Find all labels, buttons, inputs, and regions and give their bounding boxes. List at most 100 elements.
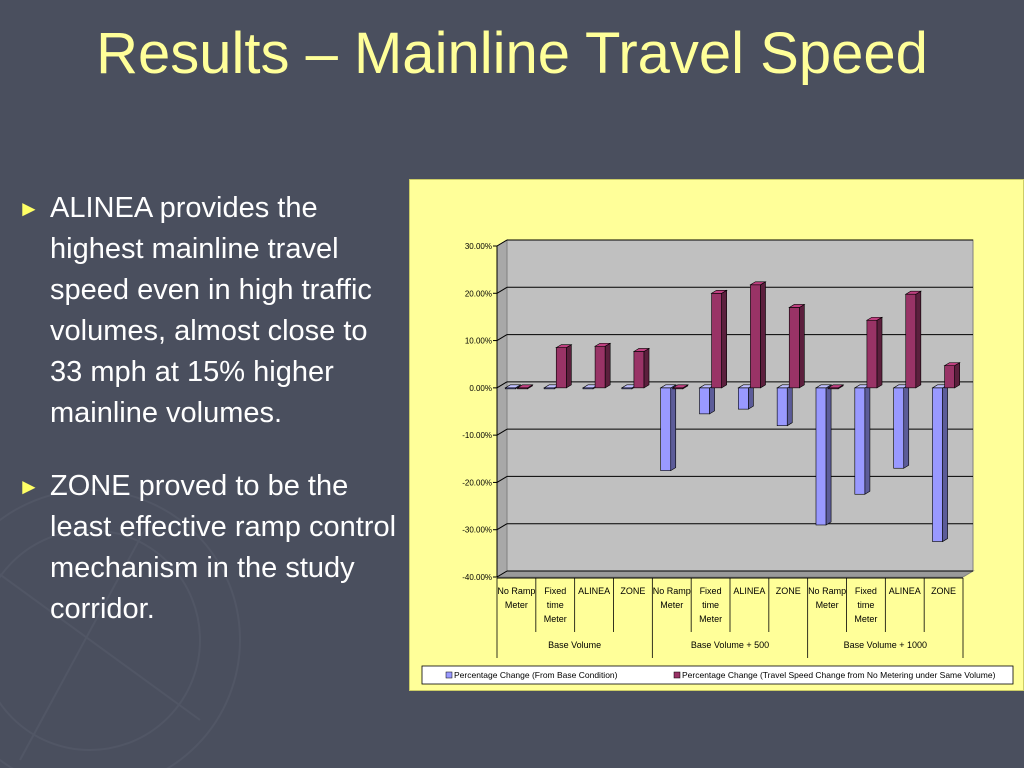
bullet-list: ► ALINEA provides the highest mainline t… [14, 188, 406, 662]
bar-front [866, 319, 878, 389]
legend-swatch [445, 671, 453, 679]
category-label: ZONE [776, 586, 801, 596]
chart-panel: 30.00% 20.00% 10.00% 0.00% -10.00% -20.00% -30… [409, 179, 1024, 691]
slide-title: Results – Mainline Travel Speed [96, 21, 928, 86]
gridline-depth [496, 381, 508, 389]
gridline-depth [496, 334, 508, 342]
y-tick-label: 10.00% [465, 337, 492, 346]
category-label: ALINEA [733, 586, 765, 596]
bar-top [943, 362, 961, 366]
category-label: Fixed [855, 586, 877, 596]
bar-side [760, 281, 766, 389]
bar-side [903, 384, 910, 469]
y-tick-label: -20.00% [462, 478, 492, 487]
category-label: time [857, 600, 874, 610]
bar-series-2 [516, 384, 534, 390]
bar-front [750, 284, 761, 389]
bar-front [788, 307, 800, 389]
bar-side [721, 289, 727, 389]
bar-front [776, 387, 788, 426]
bar-series-1 [698, 384, 716, 415]
category-label: Fixed [700, 586, 722, 596]
bar-side [643, 347, 650, 389]
bar-series-2 [943, 362, 961, 389]
bar-series-2 [904, 290, 922, 389]
bar-top [594, 342, 612, 347]
bar-front [699, 387, 710, 415]
category-label: No Ramp [653, 586, 691, 596]
y-tick-label: -40.00% [462, 573, 492, 582]
bar-top [710, 289, 728, 294]
bar-front [633, 351, 645, 389]
bar-series-1 [853, 384, 871, 495]
y-tick-label: 0.00% [469, 384, 492, 393]
bar-top [671, 384, 689, 389]
legend-swatch [673, 671, 681, 679]
bar-series-1 [814, 384, 833, 526]
gridline-depth [496, 570, 508, 578]
y-tick-label: -30.00% [462, 526, 492, 535]
bar-side [604, 342, 611, 389]
bar-side [876, 316, 883, 389]
bar-series-2 [671, 384, 689, 390]
bar-top [904, 290, 922, 295]
bar-side [825, 384, 832, 526]
category-label: No Ramp [497, 586, 535, 596]
bar-top [632, 348, 651, 352]
bar-series-2 [865, 316, 884, 389]
group-label: Base Volume + 1000 [844, 640, 927, 650]
bar-top [749, 281, 767, 286]
bar-side [786, 384, 793, 427]
bar-series-1 [737, 384, 755, 410]
gridline-depth [496, 475, 508, 483]
bullet-text: ALINEA provides the highest mainline tra… [50, 192, 372, 429]
bar-side [954, 362, 960, 389]
category-label: ZONE [620, 586, 645, 596]
category-label: ALINEA [578, 586, 610, 596]
bar-series-1 [892, 384, 910, 469]
bar-series-1 [931, 384, 949, 543]
bar-series-2 [827, 384, 845, 390]
bar-chart: 30.00% 20.00% 10.00% 0.00% -10.00% -20.00% -30… [421, 239, 1014, 685]
bullet-text: ZONE proved to be the least effective ra… [50, 470, 397, 625]
category-label: Meter [816, 600, 839, 610]
bar-series-2 [594, 342, 612, 389]
bar-side [942, 384, 948, 543]
y-tick-label: -10.00% [462, 431, 492, 440]
gridline-depth [496, 523, 508, 531]
bar-series-2 [788, 303, 806, 389]
bar-side [748, 384, 754, 410]
bar-side [864, 384, 871, 495]
category-label: Meter [660, 600, 683, 610]
bar-top [659, 384, 677, 389]
bar-front [660, 387, 672, 471]
bullet-item: ► ALINEA provides the highest mainline t… [14, 188, 406, 434]
bar-series-1 [659, 384, 677, 472]
gridline-depth [496, 428, 508, 436]
legend-label: Percentage Change (From Base Condition) [454, 670, 618, 680]
group-label: Base Volume [548, 640, 601, 650]
bar-front [738, 387, 749, 410]
triangle-bullet-icon: ► [18, 474, 40, 499]
y-tick-label: 20.00% [465, 289, 492, 298]
bar-top [865, 316, 884, 321]
bar-front [932, 387, 943, 542]
plot-floor [495, 570, 975, 578]
bullet-item: ► ZONE proved to be the least effective … [14, 466, 406, 630]
bar-side [799, 303, 805, 389]
bar-side [915, 290, 922, 389]
bar-series-2 [710, 289, 728, 389]
gridline-depth [496, 286, 508, 294]
bar-front [854, 387, 866, 495]
category-label: Meter [505, 600, 528, 610]
bar-series-2 [749, 281, 767, 389]
gridline-depth [496, 239, 508, 247]
category-label: time [702, 600, 719, 610]
bar-front [815, 387, 827, 526]
category-label: Meter [544, 614, 567, 624]
bar-front [944, 365, 955, 389]
bar-top [555, 344, 573, 348]
category-label: ALINEA [889, 586, 921, 596]
bar-top [516, 384, 534, 389]
category-label: time [547, 600, 564, 610]
